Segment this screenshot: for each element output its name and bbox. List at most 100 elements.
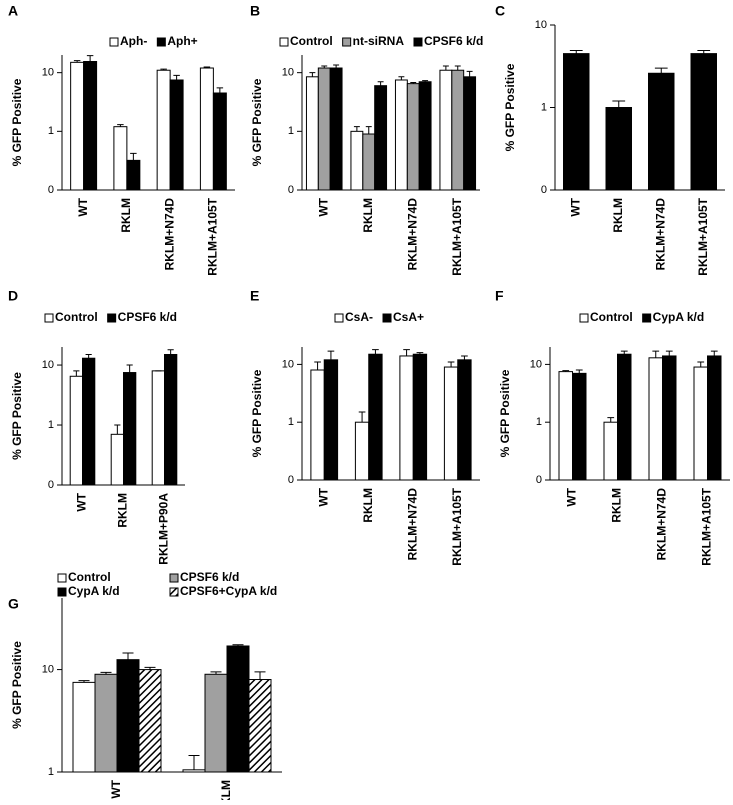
error-bar (575, 369, 583, 374)
error-bar (372, 349, 379, 355)
x-tick-label: RKLM+N74D (405, 198, 419, 271)
y-tick-label: 0 (288, 474, 294, 486)
panel-label: C (495, 3, 505, 19)
x-tick-label: RKLM (361, 488, 375, 523)
bar (443, 366, 459, 481)
legend-swatch (169, 587, 179, 597)
panel-label: B (250, 3, 260, 19)
bar (605, 107, 632, 191)
legend-label: CypA k/d (653, 310, 705, 324)
bar (690, 53, 717, 191)
y-tick-label: 1 (48, 419, 54, 431)
error-bar (710, 350, 718, 356)
error-bar (117, 124, 124, 127)
panel-label: A (8, 3, 18, 19)
legend-swatch (579, 313, 589, 323)
y-tick-label: 0 (541, 184, 547, 196)
y-tick-label: 10 (530, 358, 542, 370)
error-bar (167, 349, 174, 355)
error-bar (358, 411, 366, 423)
error-bar (398, 76, 405, 80)
legend-label: Aph- (120, 34, 147, 48)
error-bar (442, 65, 449, 71)
legend-label: Aph+ (167, 34, 197, 48)
bar (226, 645, 250, 773)
bar (693, 366, 708, 481)
bar (156, 69, 171, 191)
y-tick-label: 1 (48, 125, 54, 137)
x-tick-label: WT (76, 197, 90, 216)
y-tick-label: 10 (535, 19, 547, 31)
bar (82, 357, 96, 486)
error-bar (410, 81, 417, 84)
bar (418, 81, 432, 191)
x-tick-label: RKLM (611, 198, 625, 233)
error-bar (73, 60, 81, 63)
error-bar (447, 361, 455, 368)
error-bar (569, 50, 583, 54)
bar (83, 60, 98, 191)
legend-label: nt-siRNA (353, 34, 405, 48)
bar (70, 61, 85, 191)
y-tick-label: 10 (42, 67, 54, 79)
bar (94, 673, 118, 773)
y-axis-label: % GFP Positive (10, 372, 24, 460)
legend-swatch (156, 37, 166, 47)
y-tick-label: 10 (42, 359, 54, 371)
y-tick-label: 0 (288, 184, 294, 196)
error-bar (665, 350, 673, 356)
panel-label: D (8, 288, 18, 304)
error-bar (203, 66, 211, 69)
error-bar (314, 361, 321, 371)
x-tick-label: RKLM+N74D (405, 488, 419, 561)
error-bar (562, 370, 570, 372)
y-tick-label: 0 (536, 474, 542, 486)
bar (603, 421, 618, 481)
bar (648, 357, 663, 481)
y-tick-label: 1 (48, 766, 54, 778)
y-tick-label: 10 (42, 663, 54, 675)
x-tick-label: RKLM (119, 198, 133, 233)
bar (362, 133, 376, 191)
bar (563, 53, 590, 191)
bar (116, 659, 140, 773)
error-bar (309, 72, 316, 77)
bar (368, 353, 383, 481)
bar (707, 355, 722, 481)
x-tick-label: RKLM+A105T (450, 197, 464, 275)
panel-label: F (495, 288, 504, 304)
x-tick-label: RKLM+A105T (700, 487, 714, 565)
y-axis-label: % GFP Positive (503, 63, 517, 151)
legend-swatch (57, 573, 67, 583)
x-tick-label: RKLM+N74D (655, 488, 669, 561)
bar (394, 79, 408, 191)
y-axis-label: % GFP Positive (10, 641, 24, 729)
error-bar (466, 70, 473, 77)
error-bar (654, 67, 668, 74)
legend-label: CPSF6 k/d (424, 34, 483, 48)
bar (463, 76, 477, 191)
error-bar (122, 652, 134, 660)
bar (648, 72, 675, 191)
legend-label: Control (590, 310, 633, 324)
error-bar (216, 87, 224, 94)
x-tick-label: RKLM (361, 198, 375, 233)
bar (457, 359, 472, 481)
x-tick-label: WT (565, 487, 579, 506)
bar (123, 372, 137, 486)
bar (212, 92, 227, 191)
error-bar (78, 680, 90, 683)
legend-swatch (107, 313, 117, 323)
bar (182, 769, 206, 773)
bar (151, 370, 165, 486)
error-bar (210, 671, 222, 675)
x-tick-label: RKLM+N74D (162, 198, 176, 271)
error-bar (85, 353, 92, 359)
bar (248, 679, 272, 773)
bar (572, 372, 587, 481)
error-bar (403, 349, 410, 356)
bar (204, 673, 228, 773)
bar (138, 669, 162, 773)
bar (451, 69, 465, 191)
